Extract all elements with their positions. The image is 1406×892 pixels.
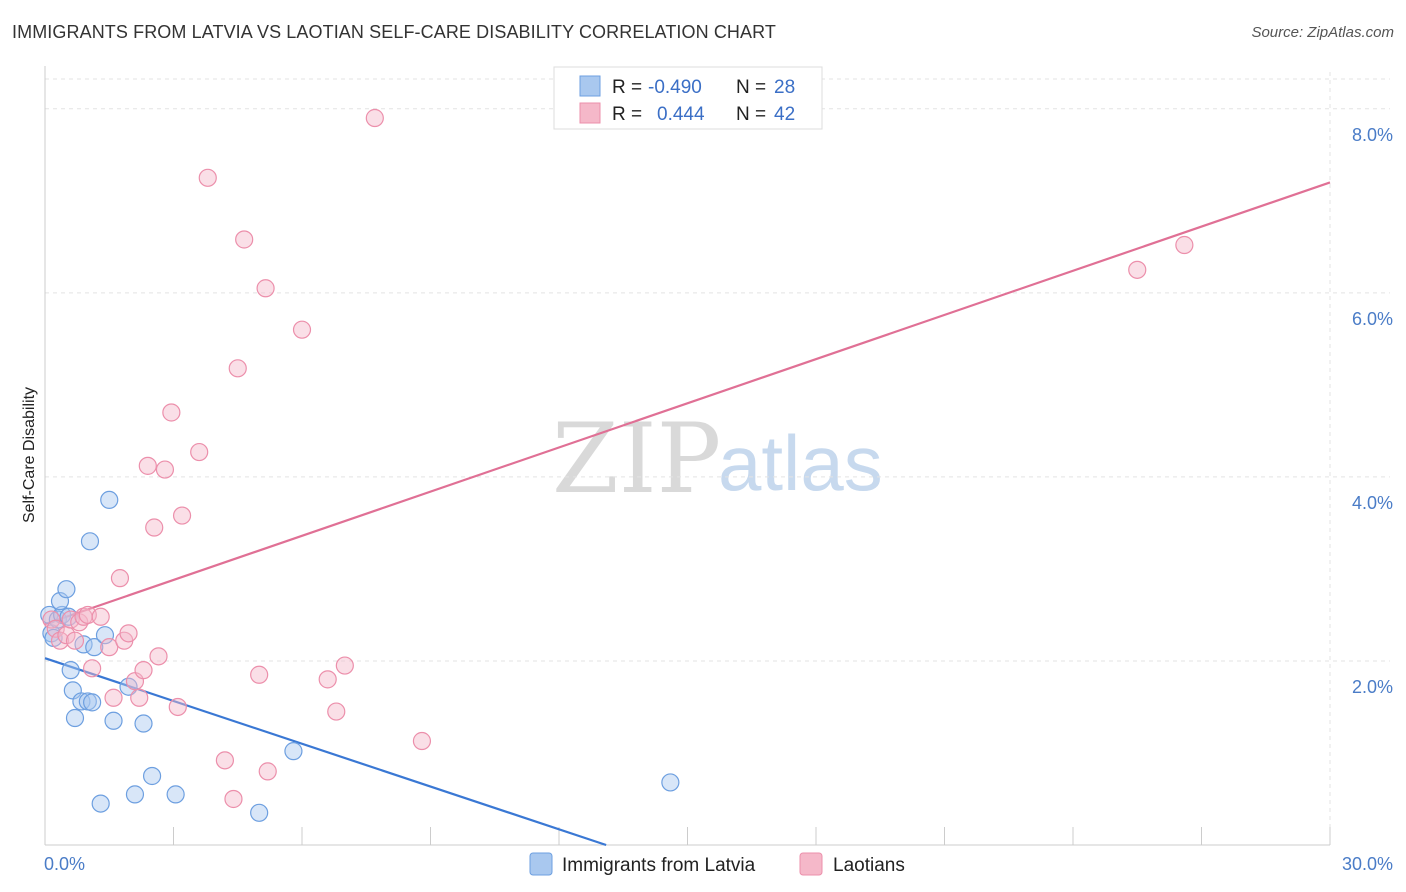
point-latvia — [65, 708, 85, 728]
legend-n-value: 28 — [774, 77, 795, 98]
point-laotians — [1175, 235, 1194, 255]
chart-title: IMMIGRANTS FROM LATVIA VS LAOTIAN SELF-C… — [12, 22, 776, 42]
point-laotians — [250, 665, 269, 684]
point-latvia — [83, 693, 102, 712]
point-laotians — [335, 656, 354, 675]
point-laotians — [65, 631, 85, 650]
point-laotians — [198, 168, 217, 187]
legend-n-label: N = — [736, 104, 766, 125]
point-latvia — [125, 785, 145, 804]
stats-legend: R = -0.490 N = 28 R = 0.444 N = 42 — [553, 66, 823, 130]
point-laotians — [258, 762, 277, 781]
y-tick-label: 2.0% — [1352, 677, 1393, 697]
watermark-atlas: atlas — [718, 419, 883, 507]
point-latvia — [100, 490, 119, 510]
point-latvia — [95, 626, 115, 645]
legend-r-label: R = — [612, 104, 642, 125]
legend-r-label: R = — [612, 77, 642, 98]
point-latvia — [661, 773, 680, 792]
axes — [44, 66, 1331, 846]
legend-n-value: 42 — [774, 104, 795, 125]
x-tick-labels: 0.0% 30.0% — [44, 854, 1393, 874]
point-laotians — [365, 108, 384, 128]
point-laotians — [256, 279, 275, 298]
point-laotians — [168, 697, 187, 717]
point-laotians — [42, 610, 61, 629]
series-legend-label-latvia: Immigrants from Latvia — [562, 855, 756, 876]
series-legend-label-laotians: Laotians — [833, 855, 905, 876]
point-laotians — [134, 661, 153, 680]
point-laotians — [215, 751, 234, 770]
legend-swatch-laotians — [579, 102, 601, 124]
point-laotians — [46, 619, 65, 638]
point-laotians — [162, 403, 181, 422]
point-latvia — [166, 785, 185, 804]
data-points — [40, 108, 1194, 822]
trend-line-laotians — [44, 181, 1331, 626]
point-laotians — [104, 688, 123, 707]
point-latvia — [284, 742, 303, 761]
point-latvia — [142, 766, 162, 786]
legend-swatch-latvia — [579, 75, 601, 97]
point-laotians — [100, 638, 119, 657]
point-laotians — [138, 456, 157, 475]
series-legend-swatch-laotians — [799, 852, 823, 876]
point-laotians — [172, 506, 192, 525]
point-latvia — [57, 580, 76, 599]
point-laotians — [224, 789, 243, 809]
point-laotians — [110, 569, 130, 588]
point-latvia — [91, 794, 110, 813]
point-laotians — [235, 230, 254, 249]
legend-n-label: N = — [736, 77, 766, 98]
point-laotians — [318, 670, 337, 689]
series-legend: Immigrants from Latvia Laotians — [529, 852, 905, 876]
y-tick-label: 6.0% — [1352, 309, 1393, 329]
point-laotians — [1128, 260, 1147, 279]
point-laotians — [190, 442, 209, 462]
y-tick-labels: 2.0% 4.0% 6.0% 8.0% — [1352, 125, 1393, 697]
point-latvia — [85, 638, 104, 657]
point-laotians — [327, 702, 346, 721]
point-laotians — [292, 320, 312, 339]
point-laotians — [149, 647, 168, 666]
legend-r-value: -0.490 — [648, 77, 702, 98]
point-latvia — [250, 803, 269, 822]
point-laotians — [91, 607, 110, 626]
point-laotians — [412, 731, 432, 751]
x-tick-label: 30.0% — [1342, 854, 1393, 874]
x-tick-label: 0.0% — [44, 854, 85, 874]
point-laotians — [155, 460, 175, 479]
point-laotians — [119, 624, 138, 643]
legend-r-value: 0.444 — [657, 104, 705, 125]
point-latvia — [80, 532, 100, 551]
point-latvia — [104, 711, 123, 730]
y-axis-label: Self-Care Disability — [21, 387, 38, 523]
y-tick-label: 8.0% — [1352, 125, 1393, 145]
y-tick-label: 4.0% — [1352, 493, 1393, 513]
point-laotians — [228, 359, 247, 378]
point-laotians — [83, 659, 102, 678]
point-laotians — [130, 688, 149, 707]
point-latvia — [61, 661, 80, 680]
chart-source: Source: ZipAtlas.com — [1251, 24, 1394, 41]
point-laotians — [145, 518, 164, 537]
series-legend-swatch-latvia — [529, 852, 553, 876]
point-latvia — [134, 714, 153, 733]
